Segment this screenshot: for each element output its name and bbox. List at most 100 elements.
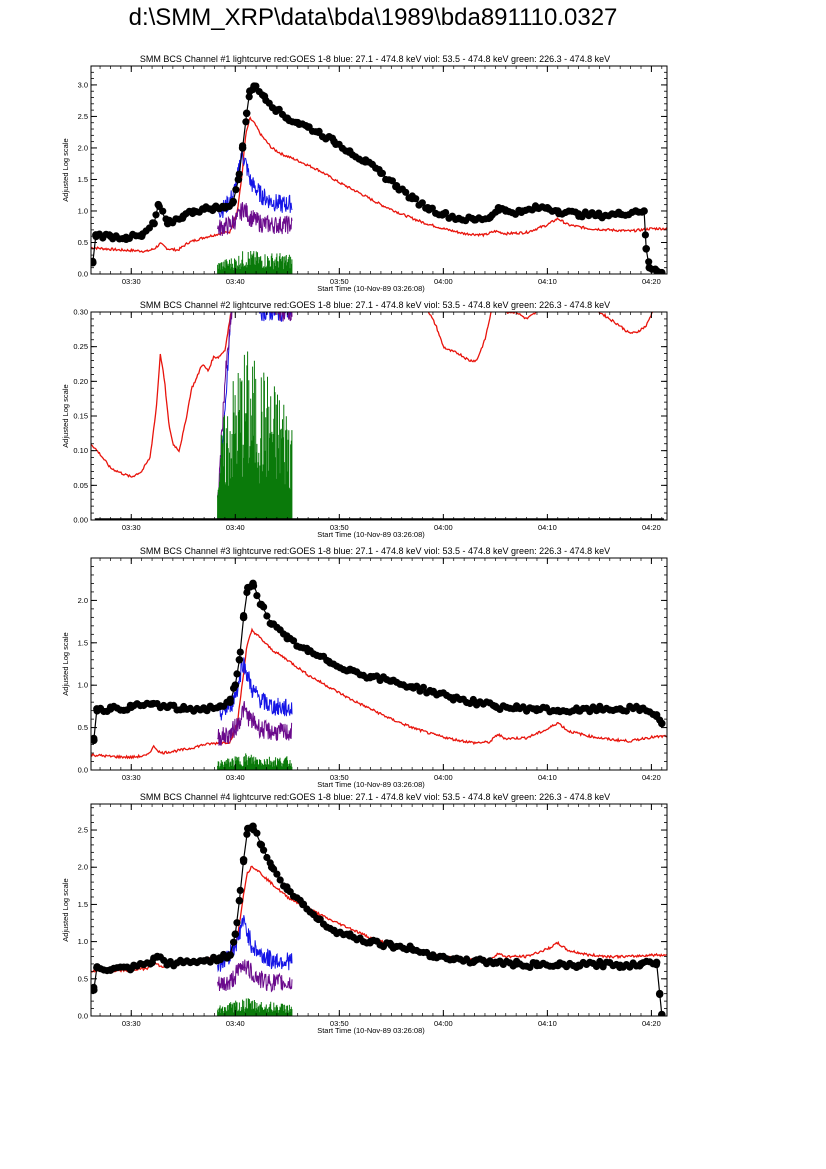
- data-point: [243, 830, 251, 838]
- data-point: [408, 194, 416, 203]
- data-point: [314, 915, 323, 924]
- y-tick-label: 0.00: [73, 516, 88, 525]
- y-tick-label: 1.0: [78, 206, 88, 215]
- data-point: [491, 958, 500, 967]
- data-point: [226, 951, 234, 959]
- data-point: [283, 114, 292, 123]
- data-point: [533, 705, 541, 713]
- data-point: [345, 147, 354, 155]
- data-point: [215, 702, 224, 711]
- data-point: [512, 704, 520, 712]
- data-point: [517, 208, 526, 216]
- series-53-5-474-8-kev: [217, 312, 293, 498]
- data-point: [273, 870, 281, 878]
- data-point: [455, 214, 463, 223]
- data-point: [179, 958, 188, 967]
- x-tick-label: 04:10: [538, 523, 557, 532]
- data-point: [91, 986, 98, 994]
- data-point: [200, 957, 208, 965]
- series-line: [91, 627, 667, 760]
- series-line: [217, 145, 293, 219]
- data-point: [543, 204, 552, 212]
- y-tick-label: 2.0: [78, 143, 88, 152]
- y-tick-label: 2.5: [78, 112, 88, 121]
- plot-frame: [90, 65, 668, 275]
- data-point: [92, 231, 100, 239]
- y-tick-label: 0.0: [78, 270, 88, 279]
- data-point: [637, 705, 645, 713]
- data-point: [236, 648, 244, 656]
- x-axis-label: Start Time (10-Nov-89 03:26:08): [317, 1026, 425, 1035]
- x-tick-label: 03:50: [330, 1019, 349, 1028]
- data-point: [137, 232, 146, 240]
- data-point: [429, 951, 437, 959]
- series-53-5-474-8-kev: [217, 201, 293, 237]
- y-tick-label: 2.5: [78, 826, 88, 835]
- series-bcs: [91, 579, 666, 745]
- series-bars: [217, 251, 293, 274]
- data-point: [154, 200, 163, 209]
- x-tick-label: 03:50: [330, 773, 349, 782]
- series-goes-1-8: [91, 312, 654, 478]
- data-point: [423, 204, 432, 212]
- data-point: [652, 958, 661, 967]
- data-point: [595, 211, 604, 220]
- data-point: [238, 144, 247, 152]
- data-point: [330, 137, 338, 146]
- series-line: [217, 312, 293, 498]
- x-tick-label: 03:30: [122, 773, 141, 782]
- data-point: [402, 188, 410, 196]
- x-axis-label: Start Time (10-Nov-89 03:26:08): [317, 530, 425, 539]
- data-point: [236, 886, 244, 894]
- data-point: [330, 926, 338, 935]
- y-axis-label: Adjusted Log scale: [61, 632, 70, 695]
- data-point: [106, 232, 115, 240]
- data-point: [189, 207, 198, 215]
- data-point: [304, 647, 312, 656]
- data-point: [106, 705, 115, 713]
- data-point: [276, 876, 284, 884]
- data-point: [163, 960, 172, 968]
- y-tick-label: 0.25: [73, 342, 88, 351]
- data-point: [325, 657, 333, 666]
- data-point: [150, 219, 158, 228]
- data-point: [449, 694, 458, 702]
- y-axis-label: Adjusted Log scale: [61, 138, 70, 201]
- data-point: [486, 213, 495, 222]
- y-tick-label: 0.30: [73, 308, 88, 317]
- data-point: [366, 672, 375, 681]
- data-point: [257, 600, 266, 609]
- y-tick-label: 0.10: [73, 446, 88, 455]
- y-tick-label: 1.5: [78, 175, 88, 184]
- data-point: [249, 579, 257, 588]
- data-point: [574, 961, 583, 970]
- data-point: [93, 963, 101, 972]
- plot-area: [91, 312, 664, 520]
- data-point: [283, 885, 292, 894]
- series-bars: [217, 998, 293, 1016]
- series-line: [91, 865, 667, 974]
- x-axis-label: Start Time (10-Nov-89 03:26:08): [317, 284, 425, 293]
- data-point: [127, 964, 136, 973]
- data-point: [127, 703, 136, 711]
- series-bars: [217, 351, 293, 520]
- data-point: [239, 856, 248, 864]
- y-tick-label: 0.5: [78, 974, 88, 983]
- x-tick-label: 03:30: [122, 277, 141, 286]
- x-tick-label: 03:40: [226, 277, 245, 286]
- y-tick-label: 0.5: [78, 723, 88, 732]
- data-point: [148, 700, 156, 708]
- chart-svg-3: SMM BCS Channel #3 lightcurve red:GOES 1…: [61, 546, 668, 789]
- x-tick-label: 04:00: [434, 277, 453, 286]
- chart-panel-3: SMM BCS Channel #3 lightcurve red:GOES 1…: [0, 544, 826, 800]
- x-tick-label: 03:50: [330, 277, 349, 286]
- x-tick-label: 04:00: [434, 1019, 453, 1028]
- data-point: [574, 210, 583, 218]
- x-tick-label: 04:00: [434, 523, 453, 532]
- data-point: [304, 123, 312, 131]
- series-27-1-474-8-kev: [217, 145, 293, 219]
- y-tick-label: 1.0: [78, 681, 88, 690]
- data-point: [314, 128, 323, 136]
- y-tick-label: 1.5: [78, 900, 88, 909]
- plot-area: [91, 82, 667, 274]
